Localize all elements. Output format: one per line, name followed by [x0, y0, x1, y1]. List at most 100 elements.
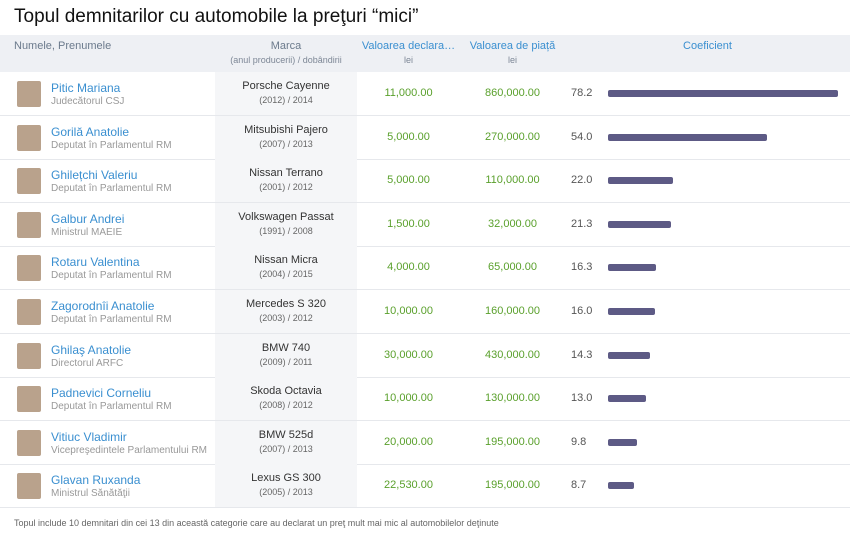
avatar — [17, 473, 41, 500]
person-name[interactable]: Rotaru Valentina — [51, 255, 140, 270]
car-cell: Mercedes S 320 (2003) / 2012 — [215, 290, 357, 333]
car-cell: Nissan Micra (2004) / 2015 — [215, 246, 357, 290]
car-cell: Nissan Terrano (2001) / 2012 — [215, 159, 357, 203]
table-row: Rotaru Valentina Deputat în Parlamentul R… — [0, 246, 850, 291]
car-cell: Volkswagen Passat (1991) / 2008 — [215, 202, 357, 246]
table-row: Ghilaş Anatolie Directorul ARFC BMW 740 (20… — [0, 333, 850, 378]
car-model: Nissan Terrano — [249, 167, 323, 180]
header-cell[interactable]: Coeficient — [683, 40, 732, 52]
table-row: Vitiuc Vladimir Vicepreşedintele Parlamen… — [0, 420, 850, 465]
table-row: Gorilă Anatolie Deputat în Parlamentul RM… — [0, 115, 850, 160]
table-header: Numele, Prenumele Marca (anul producerii)… — [0, 35, 850, 72]
footer-note: Topul include 10 demnitari din cei 13 di… — [14, 518, 499, 528]
header-cell: Numele, Prenumele — [14, 40, 112, 52]
coefficient: 9.8 — [571, 435, 587, 448]
car-cell: Mitsubishi Pajero (2007) / 2013 — [215, 115, 357, 159]
coefficient-bar — [608, 220, 671, 228]
title: Topul demnitarilor cu automobile la preţ… — [14, 6, 419, 27]
person-name[interactable]: Ghilaş Anatolie — [51, 342, 132, 357]
coefficient-bar — [608, 264, 656, 272]
person-role: Deputat în Parlamentul RM — [51, 270, 172, 282]
table-row: Zagorodnîi Anatolie Deputat în Parlamentu… — [0, 290, 850, 334]
person-name[interactable]: Zagorodnîi Anatolie — [51, 299, 155, 313]
car-model: BMW 525d — [258, 428, 314, 441]
declared-value: 11,000.00 — [384, 87, 433, 99]
header-cell: Marca — [270, 40, 302, 52]
person-role: Vicepreşedintele Parlamentului RM — [51, 444, 208, 456]
declared-value: 10,000.00 — [384, 305, 433, 317]
declared-value: 20,000.00 — [384, 435, 433, 448]
car-cell: Skoda Octavia (2008) / 2012 — [215, 377, 357, 421]
coefficient: 22.0 — [571, 174, 593, 187]
person-name[interactable]: Pitic Mariana — [51, 81, 121, 95]
car-cell: Porsche Cayenne (2012) / 2014 — [215, 72, 357, 115]
coefficient: 13.0 — [571, 392, 593, 405]
car-model: Mitsubishi Pajero — [244, 123, 328, 136]
declared-value: 30,000.00 — [384, 348, 433, 361]
car-years: (2009) / 2011 — [259, 356, 313, 367]
market-value: 32,000.00 — [488, 217, 537, 230]
header-sub: (anul producerii) / dobândirii — [230, 55, 342, 65]
coefficient: 16.3 — [571, 261, 593, 274]
car-model: Skoda Octavia — [250, 385, 322, 398]
avatar — [17, 81, 41, 107]
person-role: Ministrul Sănătăţii — [51, 488, 130, 500]
table-row: Ghilețchi Valeriu Deputat în Parlamentul … — [0, 159, 850, 204]
avatar — [17, 429, 41, 456]
coefficient-bar — [608, 308, 656, 315]
coefficient: 8.7 — [571, 479, 587, 492]
person-role: Directorul ARFC — [51, 357, 124, 369]
header-cell[interactable]: Valoarea de piață — [469, 40, 556, 52]
car-years: (2008) / 2012 — [259, 400, 313, 411]
car-model: Volkswagen Passat — [238, 210, 334, 223]
avatar — [17, 124, 41, 151]
declared-value: 22,530.00 — [384, 479, 433, 492]
market-value: 860,000.00 — [484, 87, 541, 99]
table-row: Pitic Mariana Judecătorul CSJ Porsche Caye… — [0, 72, 850, 116]
avatar — [17, 342, 41, 369]
avatar — [17, 386, 41, 413]
car-model: Nissan Micra — [254, 254, 318, 267]
person-role: Deputat în Parlamentul RM — [51, 183, 172, 195]
avatar — [17, 211, 41, 238]
table-row: Galbur Andrei Ministrul MAEIE Volkswagen P… — [0, 202, 850, 247]
market-value: 65,000.00 — [488, 261, 537, 274]
market-value: 130,000.00 — [484, 392, 541, 405]
person-role: Deputat în Parlamentul RM — [51, 139, 172, 151]
person-name[interactable]: Glavan Ruxanda — [51, 473, 141, 488]
coefficient-bar — [608, 351, 651, 359]
person-name[interactable]: Galbur Andrei — [51, 211, 125, 226]
person-role: Deputat în Parlamentul RM — [51, 401, 172, 413]
market-value: 160,000.00 — [484, 305, 541, 317]
car-years: (2003) / 2012 — [259, 313, 313, 323]
coefficient-bar — [608, 177, 673, 185]
car-model: Porsche Cayenne — [242, 80, 330, 92]
car-model: BMW 740 — [261, 341, 311, 354]
car-years: (2005) / 2013 — [259, 487, 313, 498]
coefficient: 21.3 — [571, 217, 593, 230]
avatar — [17, 255, 41, 282]
coefficient: 78.2 — [571, 87, 593, 99]
header-cell[interactable]: Valoarea declara… — [361, 40, 456, 52]
car-years: (2001) / 2012 — [259, 182, 313, 193]
car-years: (2004) / 2015 — [259, 269, 313, 280]
person-name[interactable]: Vitiuc Vladimir — [51, 429, 127, 444]
declared-value: 5,000.00 — [387, 174, 430, 187]
coefficient: 54.0 — [571, 130, 593, 143]
table-row: Padnevici Corneliu Deputat în Parlamentul… — [0, 377, 850, 422]
declared-value: 5,000.00 — [387, 130, 430, 143]
coefficient-bar — [608, 482, 634, 490]
person-role: Deputat în Parlamentul RM — [51, 314, 172, 325]
car-model: Lexus GS 300 — [251, 472, 321, 485]
avatar — [17, 168, 41, 195]
car-cell: BMW 740 (2009) / 2011 — [215, 333, 357, 377]
declared-value: 1,500.00 — [387, 217, 430, 230]
car-years: (2007) / 2013 — [259, 443, 313, 454]
person-name[interactable]: Ghilețchi Valeriu — [51, 168, 138, 183]
person-name[interactable]: Gorilă Anatolie — [51, 124, 130, 139]
car-model: Mercedes S 320 — [245, 298, 327, 310]
person-name[interactable]: Padnevici Corneliu — [51, 386, 152, 401]
car-years: (1991) / 2008 — [259, 225, 313, 236]
market-value: 195,000.00 — [484, 435, 541, 448]
